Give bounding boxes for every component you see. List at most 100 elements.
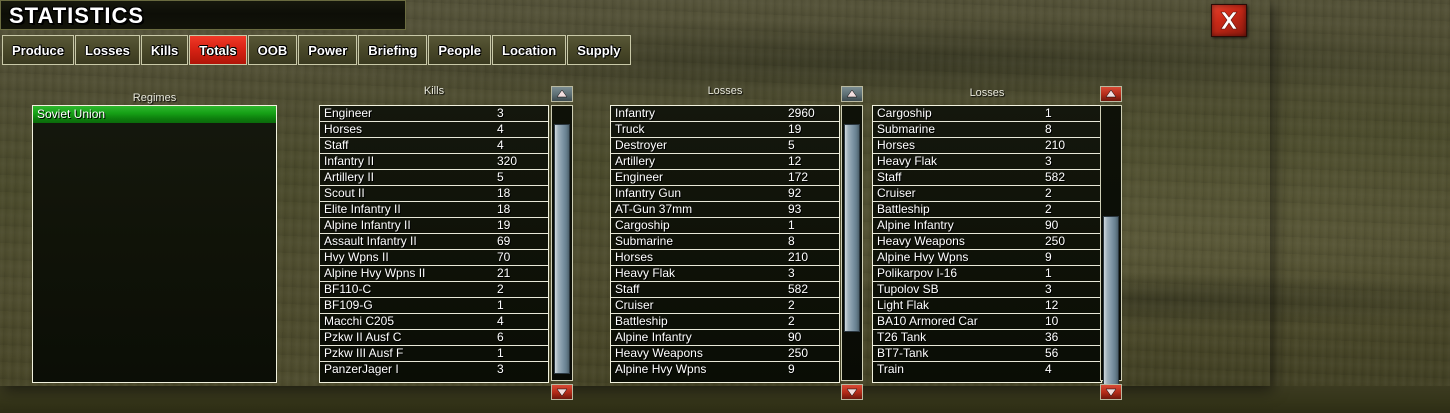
tab-location[interactable]: Location [492, 35, 567, 65]
scroll-down-button[interactable] [1100, 384, 1122, 400]
table-row[interactable]: Infantry 2960 [611, 106, 839, 122]
table-row[interactable]: Light Flak 12 [873, 298, 1101, 314]
table-row[interactable]: Engineer 172 [611, 170, 839, 186]
scrollbar-thumb[interactable] [844, 124, 860, 332]
scrollbar-thumb[interactable] [554, 124, 570, 374]
row-name: Heavy Flak [877, 154, 938, 168]
tab-briefing[interactable]: Briefing [358, 35, 428, 65]
scroll-down-button[interactable] [841, 384, 863, 400]
regimes-panel-title: Regimes [132, 92, 177, 104]
table-row[interactable]: Horses 4 [320, 122, 548, 138]
scrollbar[interactable] [551, 86, 573, 402]
row-value: 210 [1045, 138, 1066, 152]
row-value: 56 [1045, 346, 1059, 360]
table-row[interactable]: Battleship 2 [611, 314, 839, 330]
table-row[interactable]: BT7-Tank 56 [873, 346, 1101, 362]
table-row[interactable]: Submarine 8 [873, 122, 1101, 138]
table-row[interactable]: Cruiser 2 [873, 186, 1101, 202]
table-row[interactable]: Cargoship 1 [611, 218, 839, 234]
stat-list[interactable]: Infantry 2960 Truck 19 Destroyer 5 Artillery 12… [610, 105, 840, 383]
table-row[interactable]: Infantry II 320 [320, 154, 548, 170]
table-row[interactable]: Scout II 18 [320, 186, 548, 202]
scroll-up-button[interactable] [1100, 86, 1122, 102]
tab-totals[interactable]: Totals [189, 35, 247, 65]
chevron-down-icon [556, 388, 568, 396]
table-row[interactable]: Alpine Hvy Wpns 9 [873, 250, 1101, 266]
scrollbar[interactable] [841, 86, 863, 402]
table-row[interactable]: Alpine Infantry II 19 [320, 218, 548, 234]
scroll-down-button[interactable] [551, 384, 573, 400]
table-row[interactable]: Heavy Weapons 250 [873, 234, 1101, 250]
table-row[interactable]: PanzerJager I 3 [320, 362, 548, 378]
stat-list[interactable]: Engineer 3 Horses 4 Staff 4 Infantry II 320 Arti… [319, 105, 549, 383]
regime-item[interactable]: Soviet Union [33, 106, 276, 123]
table-row[interactable]: Destroyer 5 [611, 138, 839, 154]
table-row[interactable]: Alpine Hvy Wpns 9 [611, 362, 839, 378]
table-row[interactable]: T26 Tank 36 [873, 330, 1101, 346]
regimes-list[interactable]: Soviet Union [32, 105, 277, 383]
close-button[interactable] [1211, 4, 1247, 37]
table-row[interactable]: Tupolov SB 3 [873, 282, 1101, 298]
row-name: Alpine Infantry [615, 330, 692, 344]
table-row[interactable]: AT-Gun 37mm 93 [611, 202, 839, 218]
scrollbar-track[interactable] [551, 105, 573, 381]
scrollbar-thumb[interactable] [1103, 216, 1119, 394]
table-row[interactable]: Battleship 2 [873, 202, 1101, 218]
tab-kills[interactable]: Kills [140, 35, 189, 65]
scroll-up-button[interactable] [841, 86, 863, 102]
table-row[interactable]: Cruiser 2 [611, 298, 839, 314]
scrollbar[interactable] [1100, 86, 1122, 402]
tab-bar[interactable]: Produce Losses Kills Totals OOB Power Briefing… [2, 35, 632, 65]
table-row[interactable]: Alpine Infantry 90 [611, 330, 839, 346]
scrollbar-track[interactable] [841, 105, 863, 381]
table-row[interactable]: Horses 210 [873, 138, 1101, 154]
table-row[interactable]: Pzkw III Ausf F 1 [320, 346, 548, 362]
table-row[interactable]: Assault Infantry II 69 [320, 234, 548, 250]
table-row[interactable]: Hvy Wpns II 70 [320, 250, 548, 266]
table-row[interactable]: Horses 210 [611, 250, 839, 266]
tab-supply[interactable]: Supply [567, 35, 631, 65]
table-row[interactable]: Heavy Flak 3 [873, 154, 1101, 170]
tab-label: People [438, 42, 482, 58]
tab-produce[interactable]: Produce [2, 35, 75, 65]
table-row[interactable]: Polikarpov I-16 1 [873, 266, 1101, 282]
table-row[interactable]: Heavy Flak 3 [611, 266, 839, 282]
row-name: Staff [615, 282, 640, 296]
table-row[interactable]: Cargoship 1 [873, 106, 1101, 122]
row-value: 1 [1045, 106, 1052, 120]
scrollbar-track[interactable] [1100, 105, 1122, 394]
table-row[interactable]: Heavy Weapons 250 [611, 346, 839, 362]
table-row[interactable]: Artillery II 5 [320, 170, 548, 186]
table-row[interactable]: BF109-G 1 [320, 298, 548, 314]
table-row[interactable]: Staff 582 [873, 170, 1101, 186]
table-row[interactable]: Infantry Gun 92 [611, 186, 839, 202]
tab-people[interactable]: People [428, 35, 492, 65]
table-row[interactable]: BA10 Armored Car 10 [873, 314, 1101, 330]
table-row[interactable]: Pzkw II Ausf C 6 [320, 330, 548, 346]
table-row[interactable]: Macchi C205 4 [320, 314, 548, 330]
row-name: Staff [324, 138, 349, 152]
row-name: Battleship [615, 314, 668, 328]
table-row[interactable]: Truck 19 [611, 122, 839, 138]
tab-power[interactable]: Power [298, 35, 358, 65]
row-value: 250 [1045, 234, 1066, 248]
table-row[interactable]: Submarine 8 [611, 234, 839, 250]
table-row[interactable]: Staff 4 [320, 138, 548, 154]
tab-oob[interactable]: OOB [247, 35, 298, 65]
table-row[interactable]: Elite Infantry II 18 [320, 202, 548, 218]
table-row[interactable]: Artillery 12 [611, 154, 839, 170]
tab-label: Totals [199, 42, 237, 58]
row-value: 6 [497, 330, 504, 344]
table-row[interactable]: Staff 582 [611, 282, 839, 298]
scroll-up-button[interactable] [551, 86, 573, 102]
table-row[interactable]: BF110-C 2 [320, 282, 548, 298]
row-name: BT7-Tank [877, 346, 929, 360]
chevron-down-icon [1105, 388, 1117, 396]
tab-losses[interactable]: Losses [75, 35, 140, 65]
table-row[interactable]: Alpine Infantry 90 [873, 218, 1101, 234]
table-row[interactable]: Alpine Hvy Wpns II 21 [320, 266, 548, 282]
row-value: 2960 [788, 106, 815, 120]
stat-list[interactable]: Cargoship 1 Submarine 8 Horses 210 Heavy Flak 3… [872, 105, 1102, 383]
table-row[interactable]: Train 4 [873, 362, 1101, 378]
table-row[interactable]: Engineer 3 [320, 106, 548, 122]
